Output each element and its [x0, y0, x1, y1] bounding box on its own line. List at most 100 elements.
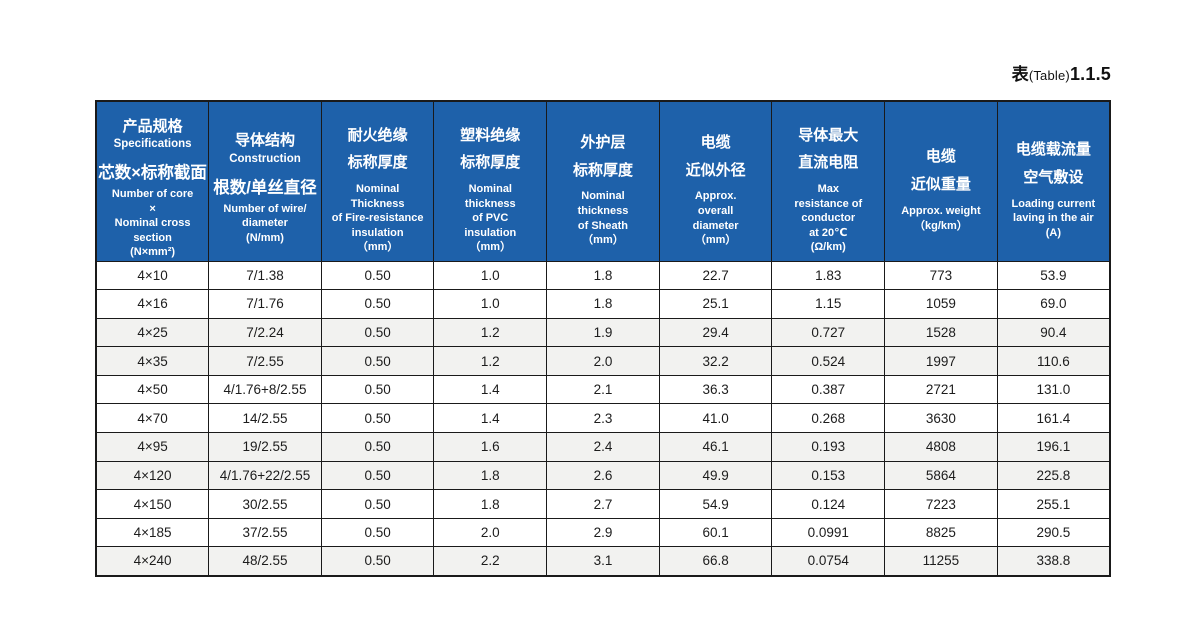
- table-cell: 49.9: [658, 460, 773, 491]
- column-header-en-sub: Number of wire/ diameter (N/mm): [223, 202, 307, 244]
- column-header-zh-sub: 根数/单丝直径: [213, 178, 317, 197]
- column-header-zh: 导体最大 直流电阻: [798, 126, 859, 172]
- table-cell: 4×95: [95, 432, 210, 462]
- column-header-en-sub: Loading current laving in the air (A): [1011, 197, 1096, 239]
- table-cell: 0.50: [320, 403, 435, 434]
- table-cell: 0.50: [320, 317, 435, 348]
- table-cell: 0.50: [320, 432, 435, 462]
- table-cell: 4/1.76+22/2.55: [208, 460, 322, 491]
- table-cell: 0.124: [771, 489, 886, 519]
- table-cell: 773: [884, 260, 998, 291]
- table-cell: 1.4: [433, 403, 548, 434]
- table-cell: 60.1: [658, 517, 773, 548]
- table-cell: 110.6: [996, 346, 1111, 376]
- table-cell: 37/2.55: [208, 517, 322, 548]
- table-cell: 4808: [884, 432, 998, 462]
- column-header-zh: 外护层 标称厚度: [572, 133, 633, 179]
- cable-spec-table: 产品规格 Specifications 芯数×标称截面 Number of co…: [95, 100, 1111, 577]
- table-cell: 0.524: [771, 346, 886, 376]
- table-cell: 7/2.55: [208, 346, 322, 376]
- table-row: 4×50 4/1.76+8/2.55 0.50 1.4 2.1 36.3 0.387 2721…: [95, 374, 1111, 405]
- table-cell: 4/1.76+8/2.55: [208, 374, 322, 405]
- table-cell: 1.0: [433, 260, 548, 291]
- table-caption: 表(Table)1.1.5: [95, 60, 1111, 85]
- table-cell: 290.5: [996, 517, 1111, 548]
- table-cell: 225.8: [996, 460, 1111, 491]
- table-cell: 2.6: [546, 460, 660, 491]
- column-header-en-sub: Number of core × Nominal cross section (…: [111, 188, 194, 259]
- column-header-en-sub: Max resistance of conductor at 20℃ (Ω/km…: [794, 183, 863, 254]
- table-cell: 66.8: [658, 546, 773, 577]
- table-cell: 36.3: [658, 374, 773, 405]
- column-header-zh: 塑料绝缘 标称厚度: [460, 126, 521, 172]
- table-cell: 8825: [884, 517, 998, 548]
- column-header-zh: 产品规格: [122, 117, 183, 135]
- table-header-row: 产品规格 Specifications 芯数×标称截面 Number of co…: [95, 100, 1111, 262]
- column-header-sheath-thickness: 外护层 标称厚度 Nominal thickness of Sheath （mm…: [546, 100, 660, 262]
- table-row: 4×150 30/2.55 0.50 1.8 2.7 54.9 0.124 7223 255.1: [95, 489, 1111, 519]
- table-cell: 255.1: [996, 489, 1111, 519]
- table-caption-zh: 表: [1011, 65, 1029, 84]
- table-row: 4×70 14/2.55 0.50 1.4 2.3 41.0 0.268 3630 161.4: [95, 403, 1111, 434]
- column-header-zh: 耐火绝缘 标称厚度: [347, 126, 408, 172]
- table-cell: 1997: [884, 346, 998, 376]
- table-cell: 2721: [884, 374, 998, 405]
- column-header-en-sub: Nominal thickness of PVC insulation （mm）: [464, 183, 517, 254]
- table-cell: 1528: [884, 317, 998, 348]
- table-cell: 1.0: [433, 289, 548, 319]
- table-row: 4×95 19/2.55 0.50 1.6 2.4 46.1 0.193 4808 196.1: [95, 432, 1111, 462]
- column-header-construction: 导体结构 Construction 根数/单丝直径 Number of wire…: [208, 100, 322, 262]
- table-cell: 4×70: [95, 403, 210, 434]
- table-cell: 4×25: [95, 317, 210, 348]
- table-cell: 0.268: [771, 403, 886, 434]
- column-header-en: Construction: [229, 152, 301, 165]
- table-cell: 0.153: [771, 460, 886, 491]
- table-cell: 1.83: [771, 260, 886, 291]
- table-cell: 0.50: [320, 517, 435, 548]
- table-cell: 5864: [884, 460, 998, 491]
- table-cell: 0.50: [320, 546, 435, 577]
- table-cell: 1.6: [433, 432, 548, 462]
- table-row: 4×35 7/2.55 0.50 1.2 2.0 32.2 0.524 1997 110.6: [95, 346, 1111, 376]
- table-cell: 1.8: [433, 489, 548, 519]
- column-header-fire-insulation-thickness: 耐火绝缘 标称厚度 Nominal Thickness of Fire-resi…: [320, 100, 435, 262]
- table-caption-number: 1.1.5: [1069, 64, 1111, 84]
- table-cell: 3630: [884, 403, 998, 434]
- table-row: 4×16 7/1.76 0.50 1.0 1.8 25.1 1.15 1059 69.0: [95, 289, 1111, 319]
- table-body: 4×10 7/1.38 0.50 1.0 1.8 22.7 1.83 773 53.9 4×16 7…: [95, 260, 1111, 577]
- column-header-max-dc-resistance: 导体最大 直流电阻 Max resistance of conductor at…: [771, 100, 886, 262]
- table-cell: 4×50: [95, 374, 210, 405]
- table-cell: 2.4: [546, 432, 660, 462]
- table-cell: 14/2.55: [208, 403, 322, 434]
- table-cell: 4×16: [95, 289, 210, 319]
- table-cell: 4×120: [95, 460, 210, 491]
- column-header-en-sub: Nominal Thickness of Fire-resistance ins…: [331, 183, 424, 254]
- table-cell: 1.15: [771, 289, 886, 319]
- column-header-loading-current: 电缆载流量 空气敷设 Loading current laving in the…: [996, 100, 1111, 262]
- column-header-specifications: 产品规格 Specifications 芯数×标称截面 Number of co…: [95, 100, 210, 262]
- table-cell: 7223: [884, 489, 998, 519]
- table-cell: 30/2.55: [208, 489, 322, 519]
- column-header-zh-sub: 芯数×标称截面: [98, 164, 207, 183]
- table-cell: 4×150: [95, 489, 210, 519]
- table-cell: 4×35: [95, 346, 210, 376]
- table-cell: 0.50: [320, 374, 435, 405]
- table-cell: 161.4: [996, 403, 1111, 434]
- table-cell: 2.1: [546, 374, 660, 405]
- column-header-en-sub: Nominal thickness of Sheath （mm）: [577, 190, 629, 247]
- table-cell: 0.387: [771, 374, 886, 405]
- table-cell: 32.2: [658, 346, 773, 376]
- table-cell: 1.8: [546, 289, 660, 319]
- table-cell: 0.0754: [771, 546, 886, 577]
- column-header-pvc-insulation-thickness: 塑料绝缘 标称厚度 Nominal thickness of PVC insul…: [433, 100, 548, 262]
- table-cell: 7/1.76: [208, 289, 322, 319]
- table-cell: 2.0: [546, 346, 660, 376]
- table-cell: 4×240: [95, 546, 210, 577]
- table-cell: 338.8: [996, 546, 1111, 577]
- table-cell: 2.7: [546, 489, 660, 519]
- table-cell: 131.0: [996, 374, 1111, 405]
- column-header-en: Specifications: [113, 138, 192, 150]
- table-cell: 1059: [884, 289, 998, 319]
- table-cell: 69.0: [996, 289, 1111, 319]
- table-cell: 2.0: [433, 517, 548, 548]
